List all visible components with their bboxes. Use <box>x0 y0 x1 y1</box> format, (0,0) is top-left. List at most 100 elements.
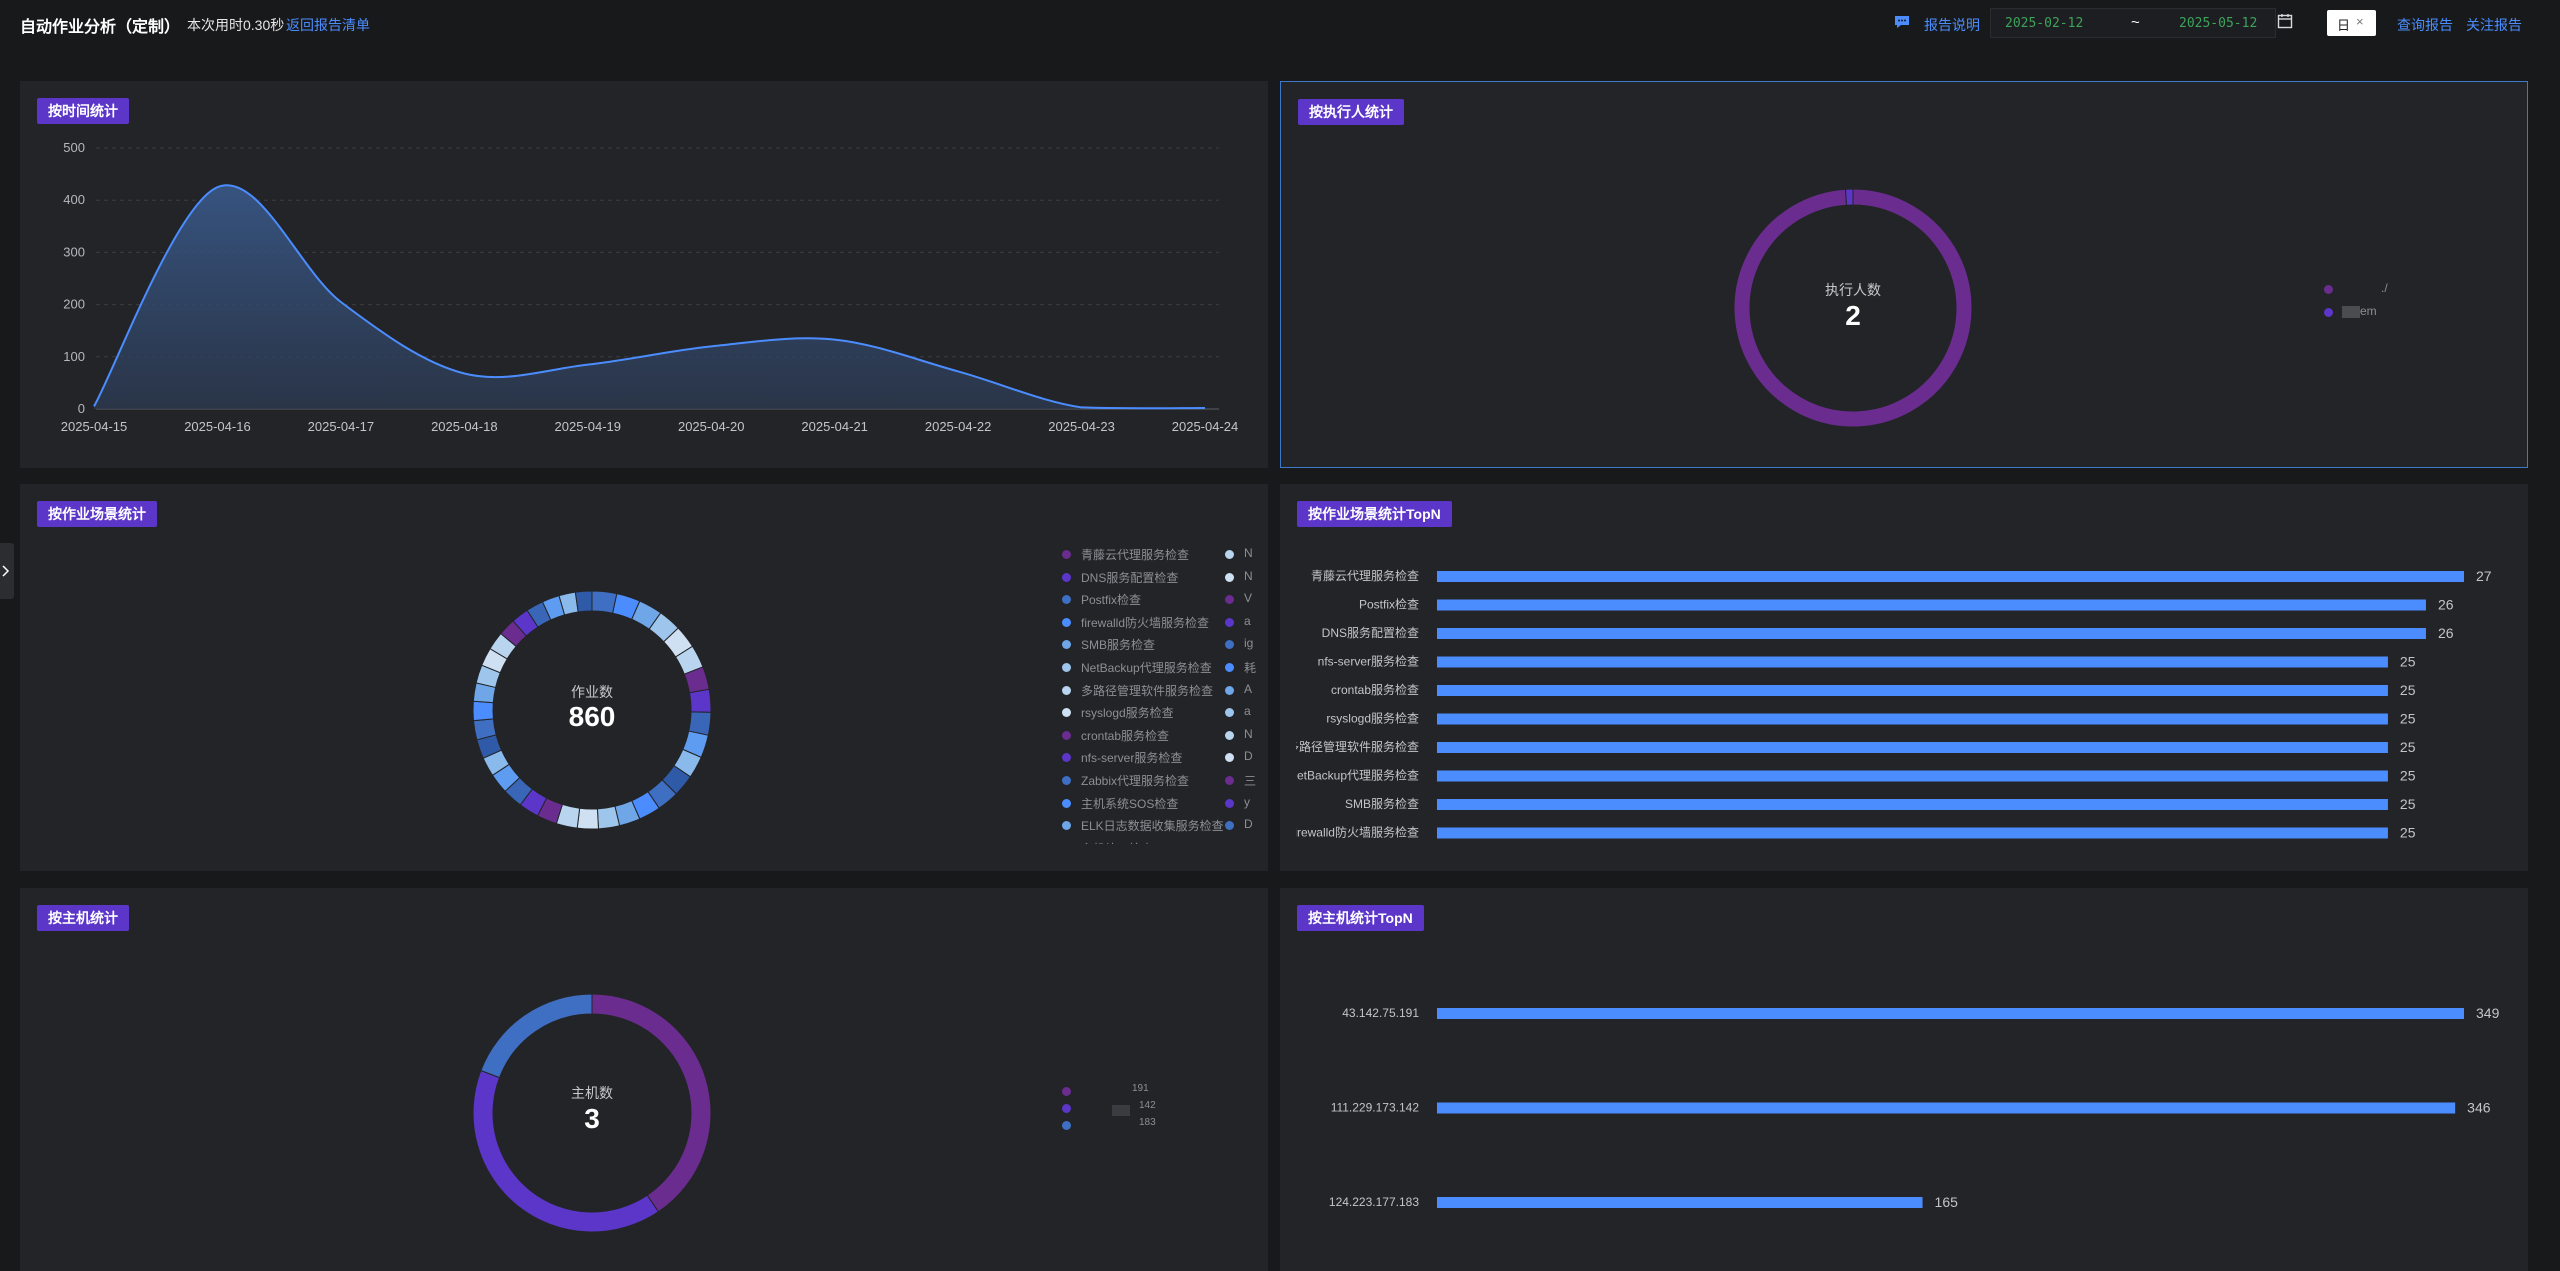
legend-label: ig <box>1244 636 1254 651</box>
host-count-value: 3 <box>584 1103 600 1134</box>
bar-category-label: Postfix检查 <box>1359 597 1419 612</box>
scene-stats-panel: 按作业场景统计 作业数 860 青藤云代理服务检查 DNS服务配置检查 Postfi… <box>20 484 1268 871</box>
bar <box>1437 770 2388 782</box>
redacted-mask <box>2342 283 2378 295</box>
bar-category-label: nfs-server服务检查 <box>1318 654 1419 669</box>
x-tick-label: 2025-04-15 <box>61 419 128 434</box>
clear-granularity-icon[interactable]: × <box>2356 14 2364 29</box>
page-title: 自动作业分析（定制） <box>20 19 181 36</box>
legend-marker <box>1225 595 1234 605</box>
y-tick-label: 0 <box>78 401 85 416</box>
bar-category-label: rsyslogd服务检查 <box>1326 711 1419 726</box>
legend-marker <box>1062 1104 1071 1113</box>
legend-label: SMB服务检查 <box>1081 638 1156 653</box>
bar-category-label: 青藤云代理服务检查 <box>1311 568 1419 583</box>
executor-stats-tag: 按执行人统计 <box>1298 99 1404 125</box>
legend-label: ./ <box>2381 281 2388 295</box>
x-tick-label: 2025-04-22 <box>925 419 992 434</box>
scene-slice <box>688 688 712 713</box>
bar-value-label: 25 <box>2400 796 2416 812</box>
host-count-label: 主机数 <box>571 1085 613 1101</box>
scene-slice <box>472 700 494 722</box>
top-bar: 自动作业分析（定制） 本次用时0.30秒 返回报告清单 报告说明 2025-02… <box>0 0 2560 46</box>
bar-category-label: 43.142.75.191 <box>1342 1006 1419 1020</box>
query-report-button[interactable]: 查询报告 <box>2397 17 2453 33</box>
legend-marker <box>1062 753 1071 763</box>
executor-donut-chart <box>1733 188 1973 428</box>
legend-label: em <box>2360 304 2377 318</box>
legend-marker <box>1225 572 1234 582</box>
host-donut-chart <box>472 993 712 1233</box>
legend-label: nfs-server服务检查 <box>1081 751 1183 766</box>
calendar-icon[interactable] <box>2277 13 2293 29</box>
legend-marker <box>1062 640 1071 650</box>
chevron-right-icon <box>2 565 10 577</box>
legend-label: 三 <box>1244 774 1257 788</box>
executor-stats-panel: 按执行人统计 执行人数 2 ./ em <box>1280 81 2528 468</box>
bar <box>1437 599 2426 611</box>
follow-report-button[interactable]: 关注报告 <box>2466 17 2522 33</box>
report-help-link[interactable]: 报告说明 <box>1924 17 1980 33</box>
bar <box>1437 628 2426 639</box>
chat-bubble-icon[interactable] <box>1893 14 1911 30</box>
executor-count-label: 执行人数 <box>1825 282 1881 298</box>
sidebar-toggle[interactable] <box>0 543 14 599</box>
granularity-select[interactable]: 日 × <box>2327 10 2376 36</box>
legend-label: Zabbix代理服务检查 <box>1081 774 1190 788</box>
legend-marker <box>1225 753 1234 763</box>
executor-count-value: 2 <box>1845 300 1861 331</box>
date-range-picker[interactable]: 2025-02-12 ~ 2025-05-12 <box>1990 8 2276 38</box>
host-stats-tag: 按主机统计 <box>37 905 129 931</box>
date-end-input[interactable]: 2025-05-12 <box>2179 16 2258 31</box>
bar-category-label: DNS服务配置检查 <box>1322 625 1419 640</box>
granularity-value: 日 <box>2337 18 2351 33</box>
scene-stats-tag: 按作业场景统计 <box>37 501 157 527</box>
legend-marker <box>1225 617 1234 627</box>
bar <box>1437 713 2388 725</box>
job-count-label: 作业数 <box>571 684 613 700</box>
bar <box>1437 571 2464 582</box>
host-topn-tag: 按主机统计TopN <box>1297 905 1424 931</box>
back-to-report-list-link[interactable]: 返回报告清单 <box>286 17 370 33</box>
area-fill <box>94 185 1205 409</box>
elapsed-time: 本次用时0.30秒 <box>187 17 285 33</box>
legend-marker <box>2324 285 2333 294</box>
legend-label: 183 <box>1139 1117 1156 1128</box>
legend-marker <box>1225 798 1234 808</box>
legend-label: 142 <box>1139 1100 1156 1111</box>
redacted-mask <box>2342 306 2360 318</box>
legend-marker <box>1062 595 1071 605</box>
bar-value-label: 25 <box>2400 682 2416 698</box>
legend-label: Postfix检查 <box>1081 593 1142 608</box>
scene-topn-bar-chart: 青藤云代理服务检查 27 Postfix检查 26 DNS服务配置检查 26 nfs-ser… <box>1296 568 2492 841</box>
legend-marker <box>1225 550 1234 559</box>
legend-label: N <box>1244 568 1253 583</box>
x-tick-label: 2025-04-19 <box>555 419 622 434</box>
executor-slice <box>1733 188 1973 428</box>
bar <box>1437 1102 2456 1114</box>
host-topn-panel: 按主机统计TopN 43.142.75.191 349 111.229.173.14… <box>1280 888 2528 1271</box>
scene-topn-tag: 按作业场景统计TopN <box>1297 501 1452 527</box>
legend-marker <box>1062 685 1071 695</box>
bar <box>1437 1008 2464 1019</box>
bar-value-label: 26 <box>2438 625 2454 641</box>
legend-label: 多路径管理软件服务检查 <box>1081 683 1214 698</box>
y-tick-label: 100 <box>63 349 85 364</box>
bar <box>1437 1197 1923 1208</box>
date-start-input[interactable]: 2025-02-12 <box>2005 16 2084 31</box>
y-tick-label: 200 <box>63 297 85 312</box>
legend-label: firewalld防火墙服务检查 <box>1081 615 1210 630</box>
legend-marker <box>1225 663 1234 672</box>
legend-label: 191 <box>1132 1083 1149 1094</box>
x-tick-label: 2025-04-17 <box>308 419 375 434</box>
time-area-chart: 0 100 200 300 400 500 2025-04-15 2025-04-16 2025… <box>61 140 1239 434</box>
executor-slice <box>1844 188 1854 206</box>
legend-label: N <box>1244 726 1253 741</box>
legend-label: NetBackup代理服务检查 <box>1081 661 1212 675</box>
scene-slice <box>596 805 621 830</box>
job-count-value: 860 <box>568 701 616 732</box>
legend-marker <box>1225 821 1234 831</box>
host-slice <box>480 993 593 1079</box>
legend-marker <box>1062 1087 1071 1096</box>
x-tick-label: 2025-04-18 <box>431 419 498 434</box>
